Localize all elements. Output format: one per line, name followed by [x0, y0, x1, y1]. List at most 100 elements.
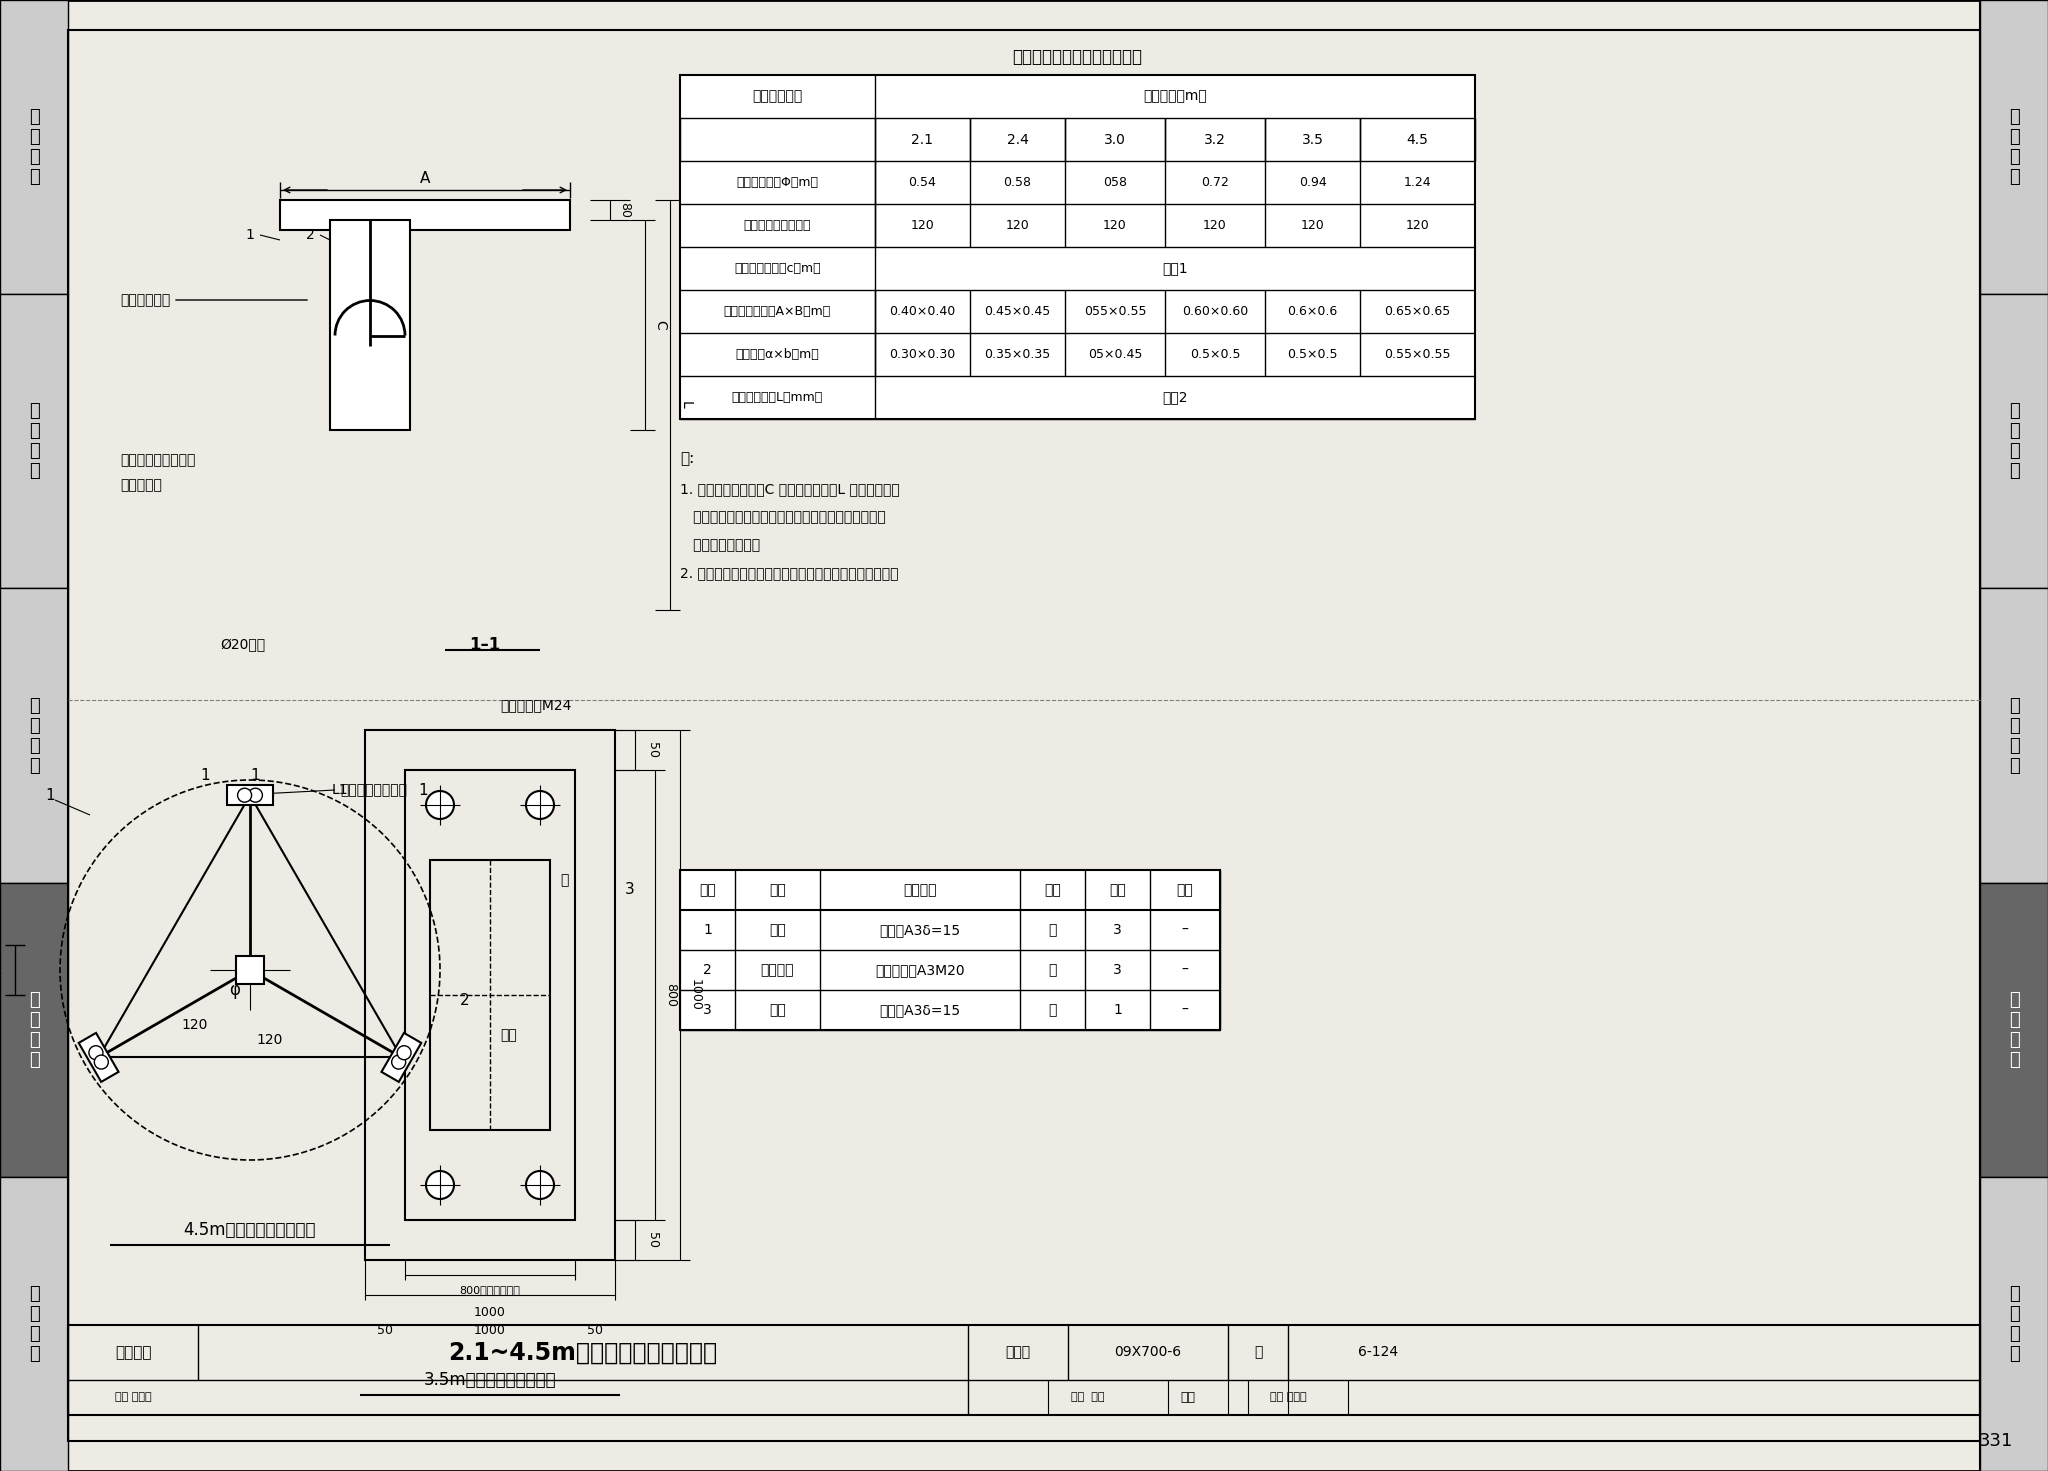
Text: 0.54: 0.54	[909, 177, 936, 188]
Text: 2: 2	[461, 993, 469, 1008]
Text: 基座孔间直径Φ（m）: 基座孔间直径Φ（m）	[737, 177, 819, 188]
Text: 设计 段震寮: 设计 段震寮	[1270, 1393, 1307, 1402]
Circle shape	[426, 1171, 455, 1199]
Text: 备注: 备注	[1178, 883, 1194, 897]
Text: 09X700-6: 09X700-6	[1114, 1346, 1182, 1359]
Text: 电: 电	[29, 443, 39, 460]
Text: 2: 2	[305, 228, 315, 243]
Text: 0.5×0.5: 0.5×0.5	[1190, 349, 1241, 360]
Text: –: –	[1182, 922, 1188, 937]
Text: 1–1: 1–1	[469, 635, 500, 655]
Text: 0.58: 0.58	[1004, 177, 1032, 188]
Text: 图集号: 图集号	[1006, 1346, 1030, 1359]
Text: 0.45×0.45: 0.45×0.45	[985, 304, 1051, 318]
Bar	[236, 956, 264, 984]
Text: L1: L1	[332, 783, 348, 797]
Text: 电: 电	[2009, 422, 2019, 440]
Text: 个: 个	[1049, 1003, 1057, 1016]
Text: 房: 房	[2009, 128, 2019, 146]
Text: 基座孔间度数（度）: 基座孔间度数（度）	[743, 219, 811, 232]
Text: 4.5: 4.5	[1407, 132, 1427, 147]
Text: 3.5m以下四点式天线基座: 3.5m以下四点式天线基座	[424, 1371, 557, 1389]
Bar	[0, 0, 68, 294]
Text: –: –	[1182, 964, 1188, 977]
Circle shape	[526, 791, 555, 819]
Text: 钉筋混凝土楼板或架: 钉筋混凝土楼板或架	[121, 453, 195, 466]
Text: 雷: 雷	[2009, 1305, 2019, 1322]
Text: 0.60×0.60: 0.60×0.60	[1182, 304, 1247, 318]
Bar	[0, 1177, 68, 1471]
Text: 校对  孙兰: 校对 孙兰	[1071, 1393, 1104, 1402]
Text: 电: 电	[2009, 443, 2019, 460]
Text: 机: 机	[2009, 107, 2019, 127]
Text: 程: 程	[29, 168, 39, 187]
Text: 3.0: 3.0	[1104, 132, 1126, 147]
Text: 1: 1	[201, 768, 209, 783]
Text: 混凝土基座深度c（m）: 混凝土基座深度c（m）	[733, 262, 821, 275]
Text: 1: 1	[246, 228, 254, 243]
Bar	[406, 769, 575, 1219]
Text: 备: 备	[2009, 1011, 2019, 1028]
Text: 厚钙板A3δ=15: 厚钙板A3δ=15	[879, 1003, 961, 1016]
Text: 个: 个	[1049, 964, 1057, 977]
Bar	[201, 430, 649, 610]
Text: 底板: 底板	[770, 1003, 786, 1016]
Text: 120: 120	[1006, 219, 1030, 232]
Text: 接: 接	[29, 1325, 39, 1343]
Text: 0.30×0.30: 0.30×0.30	[889, 349, 956, 360]
Text: 房: 房	[29, 128, 39, 146]
Text: 设备安裃: 设备安裃	[115, 1344, 152, 1361]
Bar	[0, 0, 68, 1471]
Text: 天线直径（m）: 天线直径（m）	[1143, 90, 1206, 103]
Text: 4.5m以下三角形天线基座: 4.5m以下三角形天线基座	[184, 1221, 315, 1239]
Text: 1: 1	[702, 922, 713, 937]
Text: 应依据当地风压情况，由工程设计确定。基座混凝土: 应依据当地风压情况，由工程设计确定。基座混凝土	[680, 510, 885, 524]
Text: 敏: 敏	[2009, 737, 2019, 755]
Text: 厚钙板A3δ=15: 厚钙板A3δ=15	[879, 922, 961, 937]
Text: 设: 设	[2009, 990, 2019, 1009]
Text: 120: 120	[911, 219, 934, 232]
Text: 0.6×0.6: 0.6×0.6	[1288, 304, 1337, 318]
Text: 1: 1	[1112, 1003, 1122, 1016]
Text: 2.1~4.5m卫星电视接收天线基座: 2.1~4.5m卫星电视接收天线基座	[449, 1340, 717, 1365]
Text: 0.94: 0.94	[1298, 177, 1327, 188]
Circle shape	[238, 788, 252, 802]
Text: 地: 地	[2009, 1344, 2019, 1364]
Text: 设: 设	[2009, 756, 2019, 775]
Text: 源: 源	[2009, 462, 2019, 481]
Text: 055×0.55: 055×0.55	[1083, 304, 1147, 318]
Text: 0.5×0.5: 0.5×0.5	[1288, 349, 1337, 360]
Polygon shape	[227, 786, 272, 805]
Text: 敏: 敏	[29, 737, 39, 755]
Bar	[680, 75, 1475, 419]
Circle shape	[94, 1055, 109, 1069]
Circle shape	[426, 791, 455, 819]
Bar	[1980, 294, 2048, 588]
Text: 名称: 名称	[770, 883, 786, 897]
Text: 2.4: 2.4	[1006, 132, 1028, 147]
Text: 单位: 单位	[1044, 883, 1061, 897]
Text: 裃: 裃	[29, 1050, 39, 1069]
Text: 程: 程	[2009, 168, 2019, 187]
Text: 0.55×0.55: 0.55×0.55	[1384, 349, 1450, 360]
Text: 2: 2	[702, 964, 713, 977]
Text: φ: φ	[229, 981, 240, 999]
Text: 机: 机	[29, 107, 39, 127]
Text: 预埋螺栓: 预埋螺栓	[760, 964, 795, 977]
Bar	[1980, 0, 2048, 294]
Text: 编号: 编号	[698, 883, 717, 897]
Text: 缆: 缆	[29, 696, 39, 715]
Text: 底板: 底板	[770, 922, 786, 937]
Text: 50: 50	[377, 1324, 393, 1337]
Text: 0.72: 0.72	[1200, 177, 1229, 188]
Text: 3: 3	[625, 881, 635, 896]
Circle shape	[526, 1171, 555, 1199]
Text: 注:: 注:	[680, 452, 694, 466]
Polygon shape	[381, 1033, 422, 1081]
Text: 6-124: 6-124	[1358, 1346, 1399, 1359]
Text: 线: 线	[29, 716, 39, 734]
Bar	[1980, 1177, 2048, 1471]
Text: Ø20钉筋: Ø20钉筋	[219, 638, 264, 652]
Text: 或地面基础: 或地面基础	[121, 478, 162, 491]
Text: 预埋螺栓长度L（mm）: 预埋螺栓长度L（mm）	[731, 391, 823, 405]
